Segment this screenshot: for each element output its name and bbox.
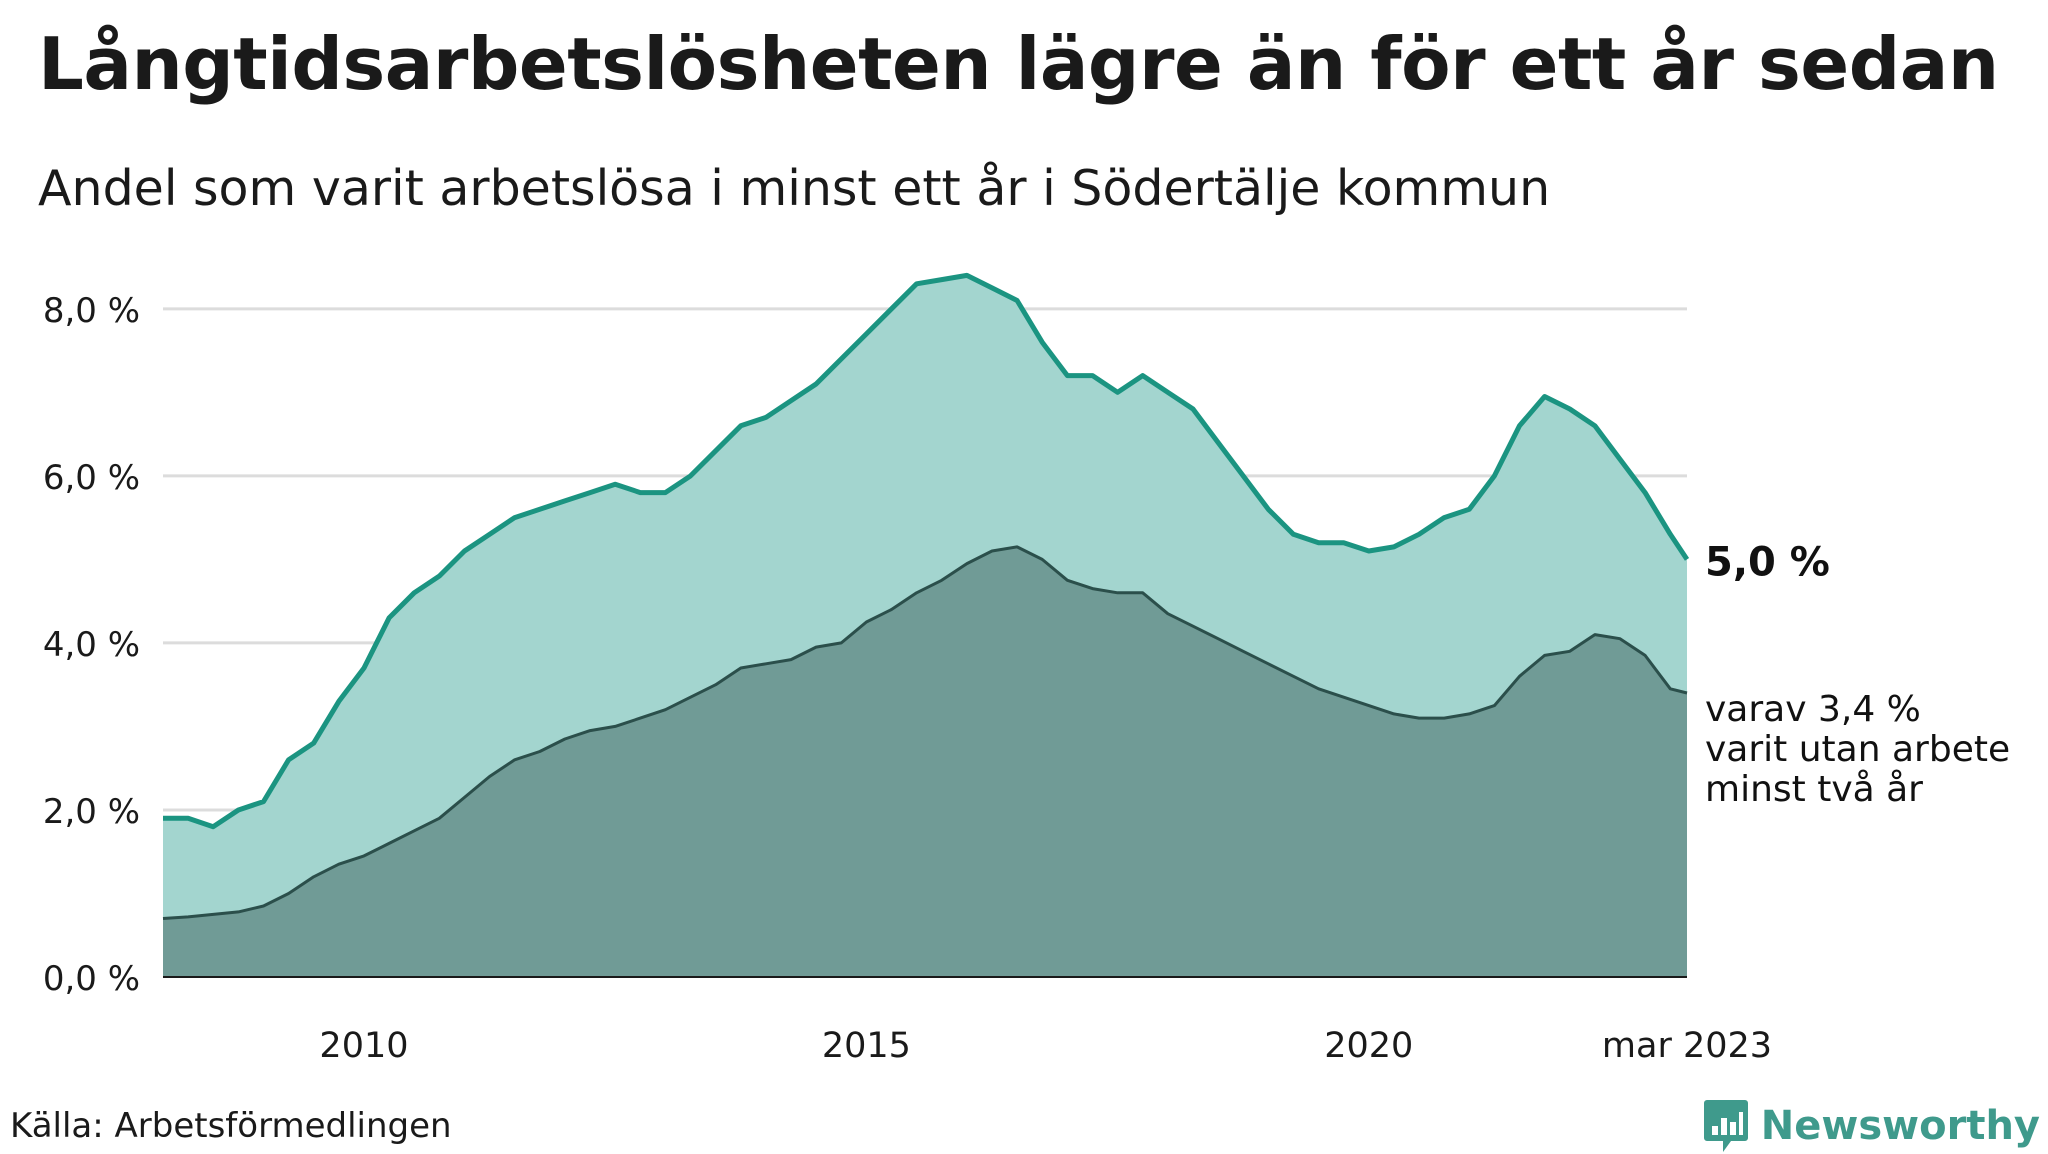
brand-name: Newsworthy [1760,1103,2040,1149]
end-label-total: 5,0 % [1705,539,1830,585]
y-tick-label: 2,0 % [43,792,140,832]
chart-title: Långtidsarbetslösheten lägre än för ett … [38,22,1999,106]
y-tick-label: 6,0 % [43,458,140,498]
source-note: Källa: Arbetsförmedlingen [10,1106,452,1146]
x-tick-label: 2015 [822,1026,911,1066]
newsworthy-logo-icon [1703,1100,1748,1152]
end-label-two-years-line: minst två år [1705,769,1923,810]
y-tick-label: 0,0 % [43,959,140,999]
x-tick-label: 2020 [1324,1026,1413,1066]
chart-subtitle: Andel som varit arbetslösa i minst ett å… [38,160,1551,217]
y-tick-label: 8,0 % [43,291,140,331]
end-label-two-years-line: varav 3,4 % [1705,689,1921,730]
line-total [163,272,1690,830]
y-tick-label: 4,0 % [43,625,140,665]
line-two-years [162,545,1688,920]
x-tick-label: 2010 [319,1026,408,1066]
x-tick-label: mar 2023 [1602,1026,1772,1066]
end-label-two-years-line: varit utan arbete [1705,729,2010,770]
brand-logo: Newsworthy [1703,1098,2040,1154]
area-two-years [163,546,1687,977]
